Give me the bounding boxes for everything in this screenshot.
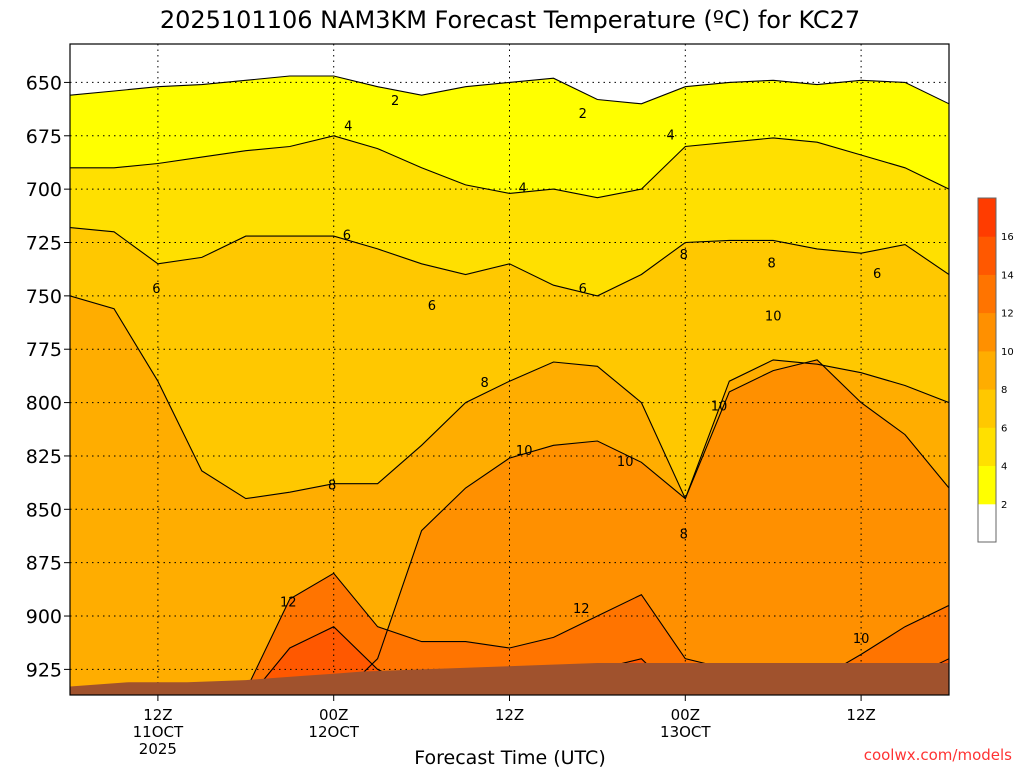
colorbar-tick-label: 10 <box>1001 347 1014 358</box>
x-tick-label: 12OCT <box>308 723 359 741</box>
x-tick-label: 11OCT <box>133 723 184 741</box>
x-tick-label: 13OCT <box>660 723 711 741</box>
contour-label: 10 <box>711 399 728 414</box>
isotherm-line <box>339 359 949 695</box>
colorbar-tick-label: 8 <box>1001 385 1007 396</box>
contour-label: 8 <box>768 256 776 271</box>
contour-label: 4 <box>344 120 352 135</box>
colorbar-frame <box>977 197 997 543</box>
contour-label: 6 <box>428 299 436 314</box>
contour-label: 10 <box>617 455 634 470</box>
x-tick-label: 12Z <box>495 706 524 724</box>
contour-label: 6 <box>343 229 351 244</box>
contour-label: 4 <box>666 128 674 143</box>
contour-label: 10 <box>853 632 870 647</box>
contour-label: 4 <box>519 182 527 197</box>
colorbar-tick-label: 6 <box>1001 423 1007 434</box>
x-tick-label: 2025 <box>139 740 177 758</box>
x-axis-title: Forecast Time (UTC) <box>414 747 605 768</box>
contour-label: 8 <box>680 527 688 542</box>
y-axis: 650 675 700 725 750 775 800 825 850 875 900 925 <box>26 72 70 681</box>
temperature-band <box>228 359 949 695</box>
colorbar-swatch <box>978 427 996 466</box>
isotherm-line <box>70 295 949 501</box>
colorbar-tick-label: 2 <box>1001 500 1007 511</box>
y-tick-label: 675 <box>26 126 62 148</box>
contour-label: 6 <box>152 282 160 297</box>
grid-lines <box>70 44 949 695</box>
y-tick-label: 800 <box>26 393 62 415</box>
colorbar-tick-label: 12 <box>1001 309 1014 320</box>
colorbar-swatch <box>978 274 996 314</box>
contour-label: 10 <box>765 310 782 325</box>
x-tick-label: 00Z <box>319 706 348 724</box>
y-tick-label: 925 <box>26 659 62 681</box>
y-tick-label: 825 <box>26 446 62 468</box>
contour-label: 2 <box>579 107 587 122</box>
chart-title: 2025101106 NAM3KM Forecast Temperature (… <box>160 6 860 34</box>
contour-label: 8 <box>328 478 336 493</box>
y-tick-label: 650 <box>26 72 62 94</box>
credit-text: coolwx.com/models <box>864 746 1012 764</box>
contour-label: 6 <box>873 267 881 282</box>
terrain-fill <box>70 663 949 695</box>
colorbar-swatch <box>978 389 996 428</box>
contour-label: 8 <box>680 248 688 263</box>
isotherm-line <box>70 75 949 105</box>
y-tick-label: 900 <box>26 606 62 628</box>
y-tick-label: 700 <box>26 179 62 201</box>
contour-label: 12 <box>280 596 297 611</box>
y-tick-label: 775 <box>26 339 62 361</box>
contour-label: 8 <box>480 376 488 391</box>
contour-label: 6 <box>579 282 587 297</box>
isotherm-lines <box>70 75 949 695</box>
y-tick-label: 850 <box>26 499 62 521</box>
y-tick-label: 750 <box>26 286 62 308</box>
plot-area: 2 2 4 4 4 6 6 6 6 6 8 8 8 8 8 10 10 10 10 10 12 12 <box>70 44 949 695</box>
x-tick-label: 00Z <box>671 706 700 724</box>
temperature-band <box>228 573 949 695</box>
temperature-band <box>70 44 949 104</box>
y-tick-label: 725 <box>26 233 62 255</box>
colorbar-tick-label: 16 <box>1001 232 1014 243</box>
colorbar-swatch <box>978 465 996 505</box>
x-tick-label: 12Z <box>143 706 172 724</box>
temperature-band <box>70 76 949 198</box>
colorbar-swatch <box>978 350 996 390</box>
temperature-band <box>70 295 949 695</box>
isotherm-line <box>70 227 949 297</box>
contour-label: 12 <box>573 602 590 617</box>
contour-labels: 2 2 4 4 4 6 6 6 6 6 8 8 8 8 8 10 10 10 10 10 12 12 <box>152 94 881 647</box>
colorbar-tick-label: 14 <box>1001 270 1014 281</box>
y-tick-label: 875 <box>26 553 62 575</box>
colorbar-swatch <box>978 312 996 352</box>
color-scale-legend: 2 4 6 8 10 12 14 16 <box>977 197 1014 543</box>
colorbar-tick-label: 4 <box>1001 462 1007 473</box>
colorbar-swatch <box>978 503 996 543</box>
colorbar-swatch <box>978 198 996 237</box>
contour-label: 2 <box>391 94 399 109</box>
x-tick-label: 12Z <box>846 706 875 724</box>
colorbar-swatch <box>978 236 996 275</box>
contour-label: 10 <box>516 444 533 459</box>
